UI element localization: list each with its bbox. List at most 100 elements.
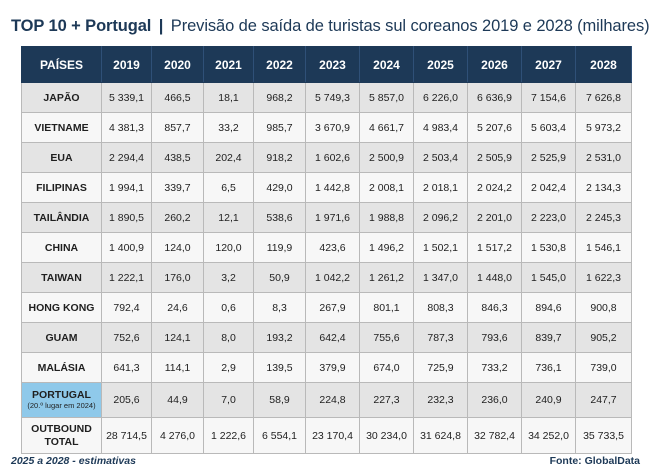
table-row: HONG KONG 792,4 24,6 0,6 8,3 267,9 801,1 808,3 8… (21, 292, 632, 323)
table-cell-value: 968,2 (253, 82, 306, 113)
table-cell-value: 31 624,8 (413, 417, 468, 454)
table-cell-value: 1 545,0 (521, 262, 576, 293)
table-cell-value: 641,3 (101, 352, 152, 383)
country-name: HONG KONG (28, 301, 95, 314)
country-name: OUTBOUND TOTAL (31, 423, 92, 448)
row-country-label: OUTBOUND TOTAL (21, 417, 102, 454)
table-cell-value: 752,6 (101, 322, 152, 353)
row-country-label: MALÁSIA (21, 352, 102, 383)
table-cell-value: 1 517,2 (467, 232, 522, 263)
title-subtitle: Previsão de saída de turistas sul corean… (170, 17, 650, 35)
table-cell-value: 733,2 (467, 352, 522, 383)
table-cell-value: 674,0 (359, 352, 414, 383)
table-cell-value: 6 226,0 (413, 82, 468, 113)
country-name: TAILÂNDIA (33, 211, 90, 224)
table-cell-value: 28 714,5 (101, 417, 152, 454)
table-cell-value: 176,0 (151, 262, 204, 293)
table-cell-value: 2 294,4 (101, 142, 152, 173)
table-cell-value: 1 622,3 (575, 262, 632, 293)
table-cell-value: 0,6 (203, 292, 254, 323)
column-header-year: 2028 (575, 46, 632, 83)
table-row: PORTUGAL (20.º lugar em 2024) 205,6 44,9 7,0… (21, 382, 632, 418)
table-cell-value: 4 276,0 (151, 417, 204, 454)
country-name: VIETNAME (34, 121, 89, 134)
table-cell-value: 755,6 (359, 322, 414, 353)
table-row: CHINA 1 400,9 124,0 120,0 119,9 423,6 1 496,2 1… (21, 232, 632, 263)
table-cell-value: 5 339,1 (101, 82, 152, 113)
table-cell-value: 2 531,0 (575, 142, 632, 173)
table-cell-value: 236,0 (467, 382, 522, 418)
table-cell-value: 1 602,6 (305, 142, 360, 173)
table-cell-value: 905,2 (575, 322, 632, 353)
table-cell-value: 7 626,8 (575, 82, 632, 113)
table-cell-value: 33,2 (203, 112, 254, 143)
table-row: EUA 2 294,4 438,5 202,4 918,2 1 602,6 2 500,9 2… (21, 142, 632, 173)
column-header-year: 2024 (359, 46, 414, 83)
country-name: EUA (50, 151, 73, 164)
table-cell-value: 1 442,8 (305, 172, 360, 203)
footer-note: 2025 a 2028 - estimativas (11, 455, 136, 467)
table-cell-value: 2 525,9 (521, 142, 576, 173)
forecast-table: PAÍSES 2019 2020 2021 2022 2023 2024 2025 2026 20… (21, 46, 632, 454)
table-cell-value: 1 222,6 (203, 417, 254, 454)
country-name: GUAM (45, 331, 78, 344)
row-country-label: VIETNAME (21, 112, 102, 143)
table-cell-value: 35 733,5 (575, 417, 632, 454)
table-row: JAPÃO 5 339,1 466,5 18,1 968,2 5 749,3 5 857,0… (21, 82, 632, 113)
table-cell-value: 2 503,4 (413, 142, 468, 173)
table-cell-value: 985,7 (253, 112, 306, 143)
table-cell-value: 2 500,9 (359, 142, 414, 173)
row-country-label: CHINA (21, 232, 102, 263)
row-country-label: JAPÃO (21, 82, 102, 113)
column-header-year: 2023 (305, 46, 360, 83)
table-cell-value: 7,0 (203, 382, 254, 418)
table-header-row: PAÍSES 2019 2020 2021 2022 2023 2024 2025 2026 20… (21, 46, 632, 83)
table-cell-value: 4 661,7 (359, 112, 414, 143)
table-cell-value: 5 749,3 (305, 82, 360, 113)
table-cell-value: 2 042,4 (521, 172, 576, 203)
table-cell-value: 6 636,9 (467, 82, 522, 113)
table-cell-value: 5 857,0 (359, 82, 414, 113)
table-cell-value: 793,6 (467, 322, 522, 353)
table-cell-value: 1 502,1 (413, 232, 468, 263)
table-cell-value: 1 971,6 (305, 202, 360, 233)
table-cell-value: 1 530,8 (521, 232, 576, 263)
row-country-label: HONG KONG (21, 292, 102, 323)
table-row: MALÁSIA 641,3 114,1 2,9 139,5 379,9 674,0 725,9… (21, 352, 632, 383)
table-cell-value: 839,7 (521, 322, 576, 353)
table-cell-value: 429,0 (253, 172, 306, 203)
table-row: FILIPINAS 1 994,1 339,7 6,5 429,0 1 442,8 2 00… (21, 172, 632, 203)
table-cell-value: 224,8 (305, 382, 360, 418)
row-country-label: FILIPINAS (21, 172, 102, 203)
table-cell-value: 2 008,1 (359, 172, 414, 203)
table-cell-value: 801,1 (359, 292, 414, 323)
table-cell-value: 894,6 (521, 292, 576, 323)
table-cell-value: 1 448,0 (467, 262, 522, 293)
table-cell-value: 538,6 (253, 202, 306, 233)
table-cell-value: 642,4 (305, 322, 360, 353)
table-cell-value: 423,6 (305, 232, 360, 263)
table-cell-value: 205,6 (101, 382, 152, 418)
table-cell-value: 227,3 (359, 382, 414, 418)
table-cell-value: 1 496,2 (359, 232, 414, 263)
column-header-countries: PAÍSES (21, 46, 102, 83)
country-name: TAIWAN (41, 271, 82, 284)
table-row: VIETNAME 4 381,3 857,7 33,2 985,7 3 670,9 4 66… (21, 112, 632, 143)
table-cell-value: 1 042,2 (305, 262, 360, 293)
table-cell-value: 6,5 (203, 172, 254, 203)
table-cell-value: 240,9 (521, 382, 576, 418)
table-body: JAPÃO 5 339,1 466,5 18,1 968,2 5 749,3 5 857,0… (21, 82, 632, 454)
table-cell-value: 1 890,5 (101, 202, 152, 233)
table-cell-value: 4 381,3 (101, 112, 152, 143)
table-row: OUTBOUND TOTAL 28 714,5 4 276,0 1 222,6 6 55… (21, 417, 632, 454)
table-cell-value: 808,3 (413, 292, 468, 323)
table-cell-value: 232,3 (413, 382, 468, 418)
table-cell-value: 18,1 (203, 82, 254, 113)
table-cell-value: 5 207,6 (467, 112, 522, 143)
table-cell-value: 23 170,4 (305, 417, 360, 454)
table-cell-value: 58,9 (253, 382, 306, 418)
table-cell-value: 124,0 (151, 232, 204, 263)
table-cell-value: 4 983,4 (413, 112, 468, 143)
table-cell-value: 2 245,3 (575, 202, 632, 233)
table-cell-value: 1 546,1 (575, 232, 632, 263)
